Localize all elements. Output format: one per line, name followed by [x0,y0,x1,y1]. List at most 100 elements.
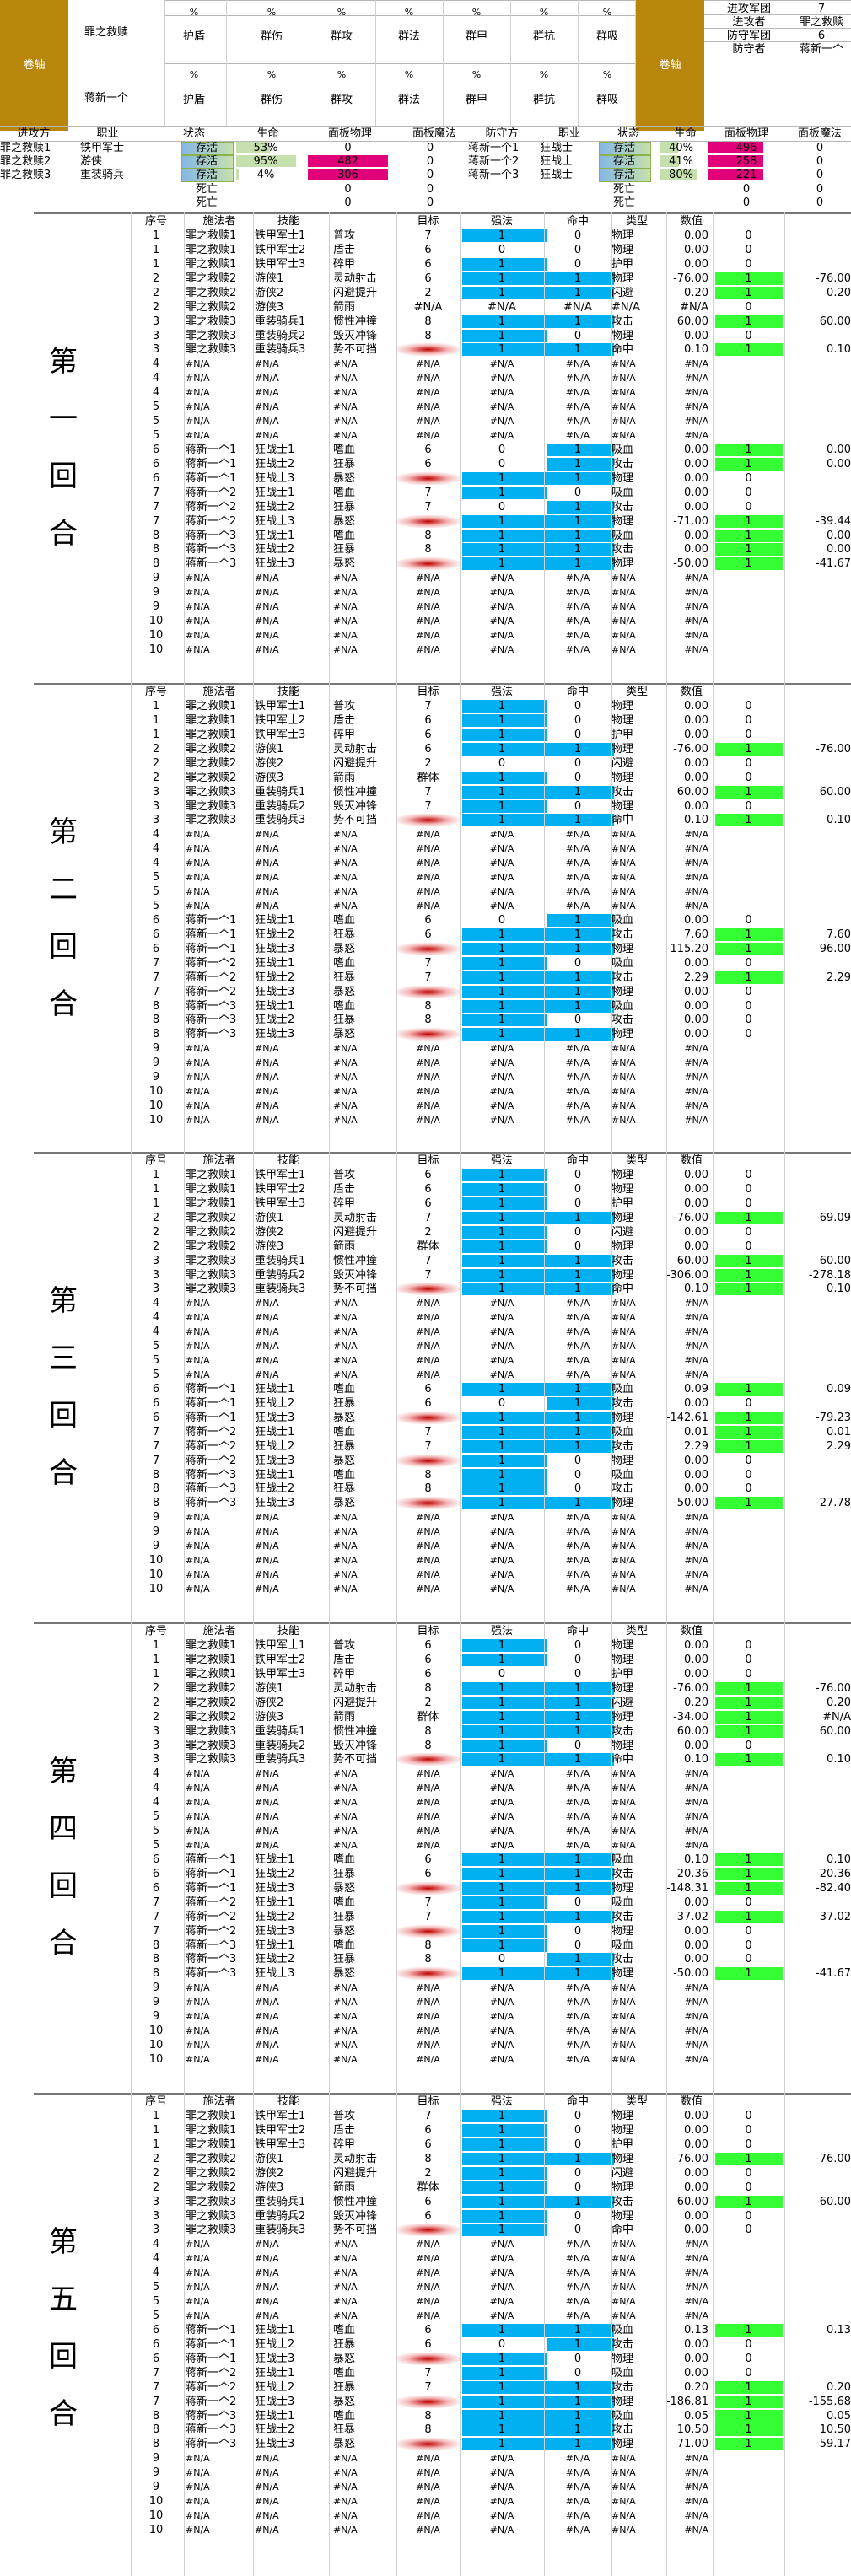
round-cell-col0[interactable]: 9 [152,1071,160,1084]
round-cell-col9[interactable]: 0 [745,1469,752,1482]
round-cell-col6[interactable]: 1 [574,1911,582,1923]
round-cell-col0[interactable]: 6 [152,943,160,955]
round-cell-col4[interactable]: #N/A [416,630,440,641]
round-cell-col8[interactable]: 0.00 [684,1953,708,1966]
round-cell-col9[interactable]: 1 [745,1283,752,1295]
round-cell-col8[interactable]: 0.00 [684,700,708,713]
round-cell-col5[interactable]: #N/A [489,1541,514,1552]
round-cell-col1[interactable]: 蒋新一个2 [186,1896,237,1909]
round-cell-col8[interactable]: #N/A [684,416,708,427]
round-cell-col8[interactable]: 0.20 [684,287,708,299]
round-cell-col3[interactable]: 狂暴 [333,971,356,984]
round-cell-col3[interactable]: 普攻 [333,229,356,242]
round-cell-col10[interactable]: -278.18 [808,1269,851,1282]
round-cell-col3[interactable]: #N/A [333,387,358,398]
round-cell-col8[interactable]: 0.00 [684,914,708,927]
round-cell-col8[interactable]: #N/A [684,2467,708,2478]
round-cell-col3[interactable]: 毁灭冲锋 [333,1740,378,1752]
round-cell-col5[interactable]: 1 [498,928,506,941]
round-cell-col2[interactable]: 铁甲军士3 [255,1197,306,1210]
round-cell-col3[interactable]: #N/A [333,1840,358,1851]
round-cell-col10[interactable]: 0.20 [827,1697,851,1709]
round-cell-col10[interactable]: 0.05 [827,2410,851,2423]
round-cell-col3[interactable]: 闪避提升 [333,757,378,770]
round-cell-col7[interactable]: 攻击 [611,1482,634,1495]
defender-phys[interactable]: 0 [742,196,751,209]
round-cell-col8[interactable]: #N/A [684,1797,708,1808]
round-cell-col7[interactable]: 吸血 [611,530,634,542]
round-cell-col3[interactable]: 盾击 [333,714,356,727]
round-cell-col2[interactable]: #N/A [255,616,279,627]
round-cell-col4[interactable]: #N/A [416,1569,440,1580]
round-cell-col2[interactable]: #N/A [255,2040,279,2051]
round-cell-col2[interactable]: 狂战士1 [255,1426,295,1439]
round-cell-col9[interactable]: 1 [745,2381,752,2394]
round-cell-col2[interactable]: #N/A [255,1811,279,1822]
round-cell-col6[interactable]: #N/A [565,1312,590,1323]
round-cell-col7[interactable]: 物理 [611,714,634,727]
round-cell-col8[interactable]: #N/A [684,373,708,384]
round-cell-col5[interactable]: 1 [498,1412,506,1424]
defender-phys[interactable]: 0 [742,182,751,196]
round-cell-col7[interactable]: 命中 [611,343,634,356]
round-cell-col2[interactable]: #N/A [255,858,279,869]
round-cell-col7[interactable]: #N/A [611,872,636,883]
round-cell-col1[interactable]: #N/A [186,2239,210,2250]
round-cell-col7[interactable]: #N/A [611,1797,636,1808]
round-cell-col4[interactable]: 8 [424,1740,432,1752]
round-cell-col7[interactable]: 物理 [611,1183,634,1196]
round-cell-col5[interactable]: 1 [498,1882,506,1895]
round-cell-col2[interactable]: 狂战士3 [255,1497,295,1509]
round-cell-col1[interactable]: 罪之救赎2 [186,1697,237,1709]
caster-header[interactable]: 施法者 [202,2095,236,2108]
round-cell-col6[interactable]: 1 [574,1868,582,1880]
round-cell-col2[interactable]: 狂战士1 [255,1000,295,1013]
round-cell-col2[interactable]: #N/A [255,2011,279,2022]
round-cell-col0[interactable]: 8 [152,1028,160,1041]
round-cell-col1[interactable]: 罪之救赎1 [186,1668,237,1681]
round-cell-col1[interactable]: #N/A [186,1997,210,2008]
defender-army-label[interactable]: 防守军团 [726,30,771,42]
round-cell-col6[interactable]: 1 [574,287,582,299]
round-cell-col5[interactable]: #N/A [489,901,514,912]
skill-header[interactable]: 技能 [277,215,299,228]
round-cell-col3[interactable]: #N/A [333,630,358,641]
round-cell-col1[interactable]: 罪之救赎2 [186,743,237,756]
round-cell-col2[interactable]: #N/A [255,886,279,897]
round-cell-col5[interactable]: #N/A [489,1526,514,1537]
round-cell-col6[interactable]: 1 [574,814,582,826]
defender-count[interactable]: 6 [817,30,826,42]
round-cell-col7[interactable]: 攻击 [611,1953,634,1966]
round-cell-col2[interactable]: #N/A [255,1541,279,1552]
round-cell-col1[interactable]: 蒋新一个1 [186,472,237,485]
round-cell-col3[interactable]: #N/A [333,1797,358,1808]
round-cell-col3[interactable]: 灵动射击 [333,743,378,756]
round-cell-col1[interactable]: 蒋新一个1 [186,914,237,927]
round-cell-col7[interactable]: 物理 [611,1455,634,1467]
round-cell-col9[interactable]: 0 [745,957,752,970]
round-cell-col1[interactable]: 罪之救赎1 [186,1654,237,1666]
round-cell-col4[interactable]: 群体 [417,1240,439,1253]
round-cell-col7[interactable]: 攻击 [611,1911,634,1923]
round-cell-col8[interactable]: 0.00 [684,1740,708,1752]
round-cell-col8[interactable]: 0.00 [684,772,708,784]
round-cell-col1[interactable]: 罪之救赎2 [186,1240,237,1253]
round-cell-col7[interactable]: 物理 [611,244,634,256]
round-cell-col3[interactable]: #N/A [333,2282,358,2293]
round-cell-col3[interactable]: 嗜血 [333,1426,356,1439]
round-cell-col4[interactable]: #N/A [416,858,440,869]
round-cell-col5[interactable]: #N/A [489,2525,514,2536]
round-cell-col2[interactable]: #N/A [255,1115,279,1126]
round-cell-col5[interactable]: 1 [498,330,506,342]
round-cell-col1[interactable]: 蒋新一个2 [186,971,237,984]
round-cell-col1[interactable]: 蒋新一个3 [186,543,237,556]
round-cell-col1[interactable]: 罪之救赎3 [186,1283,237,1295]
round-cell-col1[interactable]: 罪之救赎2 [186,2153,237,2165]
round-cell-col1[interactable]: 蒋新一个2 [186,2396,237,2408]
round-cell-col0[interactable]: 6 [152,1383,160,1396]
round-cell-col1[interactable]: #N/A [186,1811,210,1822]
round-cell-col6[interactable]: #N/A [565,2453,590,2464]
round-cell-col2[interactable]: 铁甲军士2 [255,714,306,727]
round-cell-col6[interactable]: 1 [574,458,582,471]
round-cell-col3[interactable]: 灵动射击 [333,272,378,285]
